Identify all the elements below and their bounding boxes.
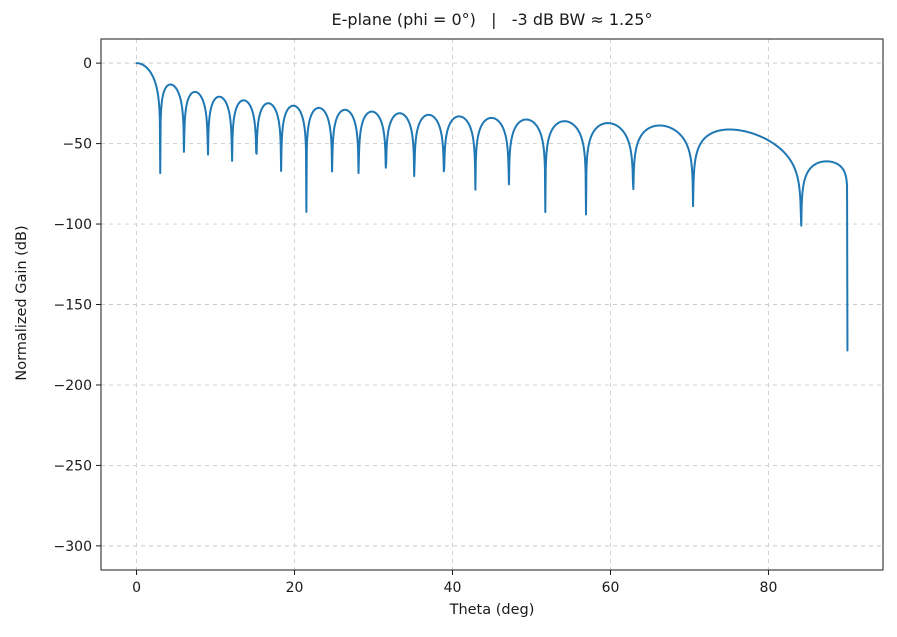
x-tick-label: 0	[132, 580, 141, 596]
series-line	[135, 62, 849, 352]
y-tick-label: −150	[54, 298, 92, 314]
y-tick-label: 0	[83, 56, 92, 72]
x-tick-label: 60	[602, 580, 620, 596]
x-axis-label: Theta (deg)	[449, 602, 535, 618]
axis-ticks: 0 20 40 60 80 0 −50 −100 −150 −200 −250 −300	[54, 56, 778, 596]
x-tick-label: 20	[286, 580, 304, 596]
y-axis-label: Normalized Gain (dB)	[14, 225, 30, 381]
y-tick-label: −200	[54, 378, 92, 394]
y-tick-label: −100	[54, 217, 92, 233]
y-tick-label: −50	[62, 137, 92, 153]
y-tick-label: −250	[54, 458, 92, 474]
grid	[101, 39, 883, 570]
x-tick-label: 40	[444, 580, 462, 596]
plot-border	[100, 38, 884, 571]
series-layer	[135, 62, 849, 352]
x-tick-label: 80	[760, 580, 778, 596]
y-tick-label: −300	[54, 539, 92, 555]
chart-title: E-plane (phi = 0°) | -3 dB BW ≈ 1.25°	[331, 10, 653, 29]
